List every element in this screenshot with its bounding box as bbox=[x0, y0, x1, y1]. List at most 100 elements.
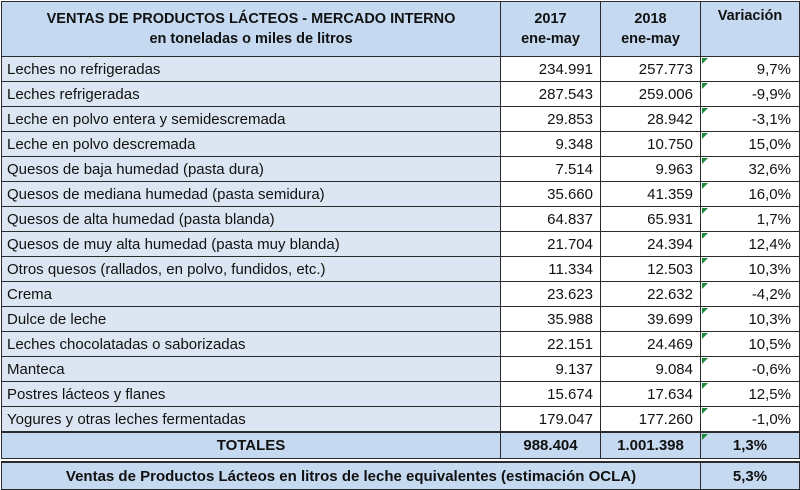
table-row: Quesos de baja humedad (pasta dura) 7.514… bbox=[1, 156, 800, 182]
footer-label: Ventas de Productos Lácteos en litros de… bbox=[1, 461, 701, 490]
row-variation: 32,6% bbox=[700, 156, 800, 182]
row-variation: -4,2% bbox=[700, 281, 800, 307]
row-label: Crema bbox=[1, 281, 501, 307]
row-label: Leches refrigeradas bbox=[1, 81, 501, 107]
cell-marker-icon bbox=[702, 208, 708, 214]
col-2017-header: 2017 ene-may bbox=[500, 1, 601, 57]
table-body: Leches no refrigeradas 234.991 257.773 9,7%… bbox=[1, 56, 800, 433]
row-variation-value: -0,6% bbox=[751, 360, 791, 378]
row-variation-value: -1,0% bbox=[751, 410, 791, 428]
table-row: Postres lácteos y flanes 15.674 17.634 12,5… bbox=[1, 381, 800, 407]
row-variation-value: 9,7% bbox=[756, 60, 791, 78]
table-row: Leches refrigeradas 287.543 259.006 -9,9% bbox=[1, 81, 800, 107]
row-value-2018: 257.773 bbox=[600, 56, 701, 82]
table-row: Dulce de leche 35.988 39.699 10,3% bbox=[1, 306, 800, 332]
row-variation: -9,9% bbox=[700, 81, 800, 107]
table-title: VENTAS DE PRODUCTOS LÁCTEOS - MERCADO IN… bbox=[1, 1, 501, 57]
totals-variation-value: 1,3% bbox=[732, 437, 768, 454]
cell-marker-icon bbox=[702, 158, 708, 164]
row-variation: 10,3% bbox=[700, 256, 800, 282]
row-variation-value: -3,1% bbox=[751, 110, 791, 128]
row-value-2017: 23.623 bbox=[500, 281, 601, 307]
cell-marker-icon bbox=[702, 108, 708, 114]
row-value-2018: 28.942 bbox=[600, 106, 701, 132]
row-value-2017: 234.991 bbox=[500, 56, 601, 82]
row-label: Quesos de mediana humedad (pasta semidur… bbox=[1, 181, 501, 207]
row-variation: 12,5% bbox=[700, 381, 800, 407]
row-variation: -1,0% bbox=[700, 406, 800, 433]
totals-row: TOTALES 988.404 1.001.398 1,3% bbox=[1, 431, 800, 459]
table-row: Quesos de muy alta humedad (pasta muy bl… bbox=[1, 231, 800, 257]
header-row: VENTAS DE PRODUCTOS LÁCTEOS - MERCADO IN… bbox=[1, 1, 800, 57]
row-label: Quesos de muy alta humedad (pasta muy bl… bbox=[1, 231, 501, 257]
row-variation: 12,4% bbox=[700, 231, 800, 257]
row-variation-value: 12,4% bbox=[748, 235, 791, 253]
row-value-2017: 15.674 bbox=[500, 381, 601, 407]
cell-marker-icon bbox=[702, 434, 708, 440]
cell-marker-icon bbox=[702, 133, 708, 139]
row-value-2017: 7.514 bbox=[500, 156, 601, 182]
row-label: Otros quesos (rallados, en polvo, fundid… bbox=[1, 256, 501, 282]
row-label: Leche en polvo entera y semidescremada bbox=[1, 106, 501, 132]
cell-marker-icon bbox=[702, 58, 708, 64]
table-row: Manteca 9.137 9.084 -0,6% bbox=[1, 356, 800, 382]
cell-marker-icon bbox=[702, 308, 708, 314]
row-label: Leches no refrigeradas bbox=[1, 56, 501, 82]
row-variation: 10,5% bbox=[700, 331, 800, 357]
row-variation-value: 10,3% bbox=[748, 260, 791, 278]
footer-variation: 5,3% bbox=[700, 461, 800, 490]
row-value-2017: 29.853 bbox=[500, 106, 601, 132]
col-2018-header: 2018 ene-may bbox=[600, 1, 701, 57]
row-variation-value: 15,0% bbox=[748, 135, 791, 153]
row-value-2017: 9.137 bbox=[500, 356, 601, 382]
row-variation-value: 1,7% bbox=[756, 210, 791, 228]
row-value-2018: 9.963 bbox=[600, 156, 701, 182]
row-value-2017: 287.543 bbox=[500, 81, 601, 107]
row-label: Postres lácteos y flanes bbox=[1, 381, 501, 407]
col-2018-period: ene-may bbox=[621, 31, 680, 47]
title-line-1: VENTAS DE PRODUCTOS LÁCTEOS - MERCADO IN… bbox=[46, 11, 456, 27]
table-row: Yogures y otras leches fermentadas 179.04… bbox=[1, 406, 800, 433]
table-row: Otros quesos (rallados, en polvo, fundid… bbox=[1, 256, 800, 282]
cell-marker-icon bbox=[702, 83, 708, 89]
row-value-2017: 21.704 bbox=[500, 231, 601, 257]
row-value-2018: 22.632 bbox=[600, 281, 701, 307]
row-value-2017: 22.151 bbox=[500, 331, 601, 357]
col-2017-period: ene-may bbox=[521, 31, 580, 47]
row-variation-value: 10,5% bbox=[748, 335, 791, 353]
row-variation: -3,1% bbox=[700, 106, 800, 132]
row-label: Quesos de baja humedad (pasta dura) bbox=[1, 156, 501, 182]
totals-label: TOTALES bbox=[1, 431, 501, 459]
cell-marker-icon bbox=[702, 258, 708, 264]
row-value-2017: 64.837 bbox=[500, 206, 601, 232]
cell-marker-icon bbox=[702, 358, 708, 364]
row-value-2018: 24.469 bbox=[600, 331, 701, 357]
row-variation: 1,7% bbox=[700, 206, 800, 232]
totals-variation: 1,3% bbox=[700, 431, 800, 459]
row-label: Yogures y otras leches fermentadas bbox=[1, 406, 501, 433]
row-label: Leche en polvo descremada bbox=[1, 131, 501, 157]
row-label: Dulce de leche bbox=[1, 306, 501, 332]
row-value-2018: 12.503 bbox=[600, 256, 701, 282]
row-value-2018: 10.750 bbox=[600, 131, 701, 157]
table-row: Leche en polvo descremada 9.348 10.750 15,0… bbox=[1, 131, 800, 157]
table-row: Leche en polvo entera y semidescremada 29… bbox=[1, 106, 800, 132]
col-2017-year: 2017 bbox=[534, 11, 567, 27]
row-value-2017: 35.988 bbox=[500, 306, 601, 332]
row-value-2018: 259.006 bbox=[600, 81, 701, 107]
row-value-2018: 41.359 bbox=[600, 181, 701, 207]
col-variation-header: Variación bbox=[700, 1, 800, 57]
row-value-2018: 9.084 bbox=[600, 356, 701, 382]
cell-marker-icon bbox=[702, 183, 708, 189]
row-value-2018: 17.634 bbox=[600, 381, 701, 407]
row-value-2018: 65.931 bbox=[600, 206, 701, 232]
row-value-2018: 24.394 bbox=[600, 231, 701, 257]
row-variation: 15,0% bbox=[700, 131, 800, 157]
row-label: Leches chocolatadas o saborizadas bbox=[1, 331, 501, 357]
cell-marker-icon bbox=[702, 283, 708, 289]
row-variation-value: 16,0% bbox=[748, 185, 791, 203]
row-variation: 10,3% bbox=[700, 306, 800, 332]
row-value-2017: 11.334 bbox=[500, 256, 601, 282]
row-value-2017: 9.348 bbox=[500, 131, 601, 157]
row-value-2017: 35.660 bbox=[500, 181, 601, 207]
